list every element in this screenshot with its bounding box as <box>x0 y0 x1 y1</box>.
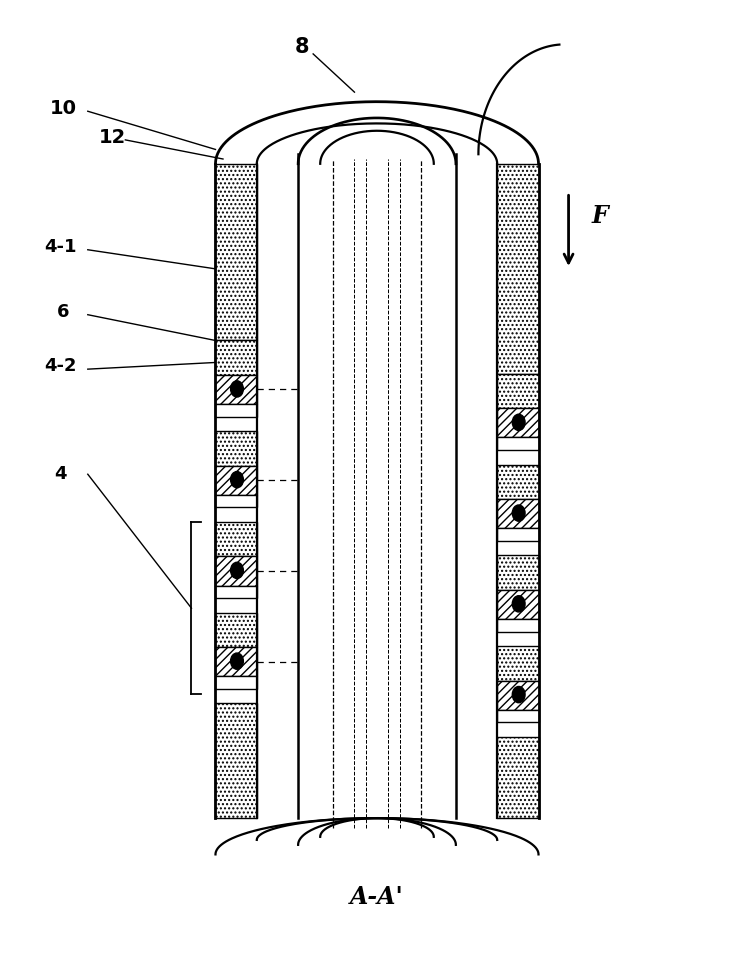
Bar <box>497 465 538 499</box>
Circle shape <box>512 596 525 612</box>
Bar <box>497 556 538 590</box>
Bar <box>497 710 538 722</box>
Bar <box>216 613 257 648</box>
Bar <box>216 466 257 494</box>
Bar <box>497 737 538 818</box>
Circle shape <box>231 653 244 670</box>
Bar <box>497 374 538 408</box>
Text: A-A': A-A' <box>350 885 404 909</box>
Circle shape <box>231 380 244 397</box>
Bar <box>216 585 257 598</box>
Bar <box>497 590 538 619</box>
Bar <box>216 522 257 557</box>
Bar <box>216 340 257 375</box>
Text: F: F <box>591 204 608 228</box>
Bar <box>216 648 257 676</box>
Bar <box>497 438 538 450</box>
Text: 6: 6 <box>57 303 69 321</box>
Bar <box>497 164 538 374</box>
Bar <box>216 404 257 417</box>
Circle shape <box>231 562 244 579</box>
Bar <box>216 164 257 340</box>
Bar <box>216 703 257 818</box>
Circle shape <box>231 471 244 488</box>
Text: 4-2: 4-2 <box>44 357 76 376</box>
Bar <box>216 431 257 466</box>
Bar <box>216 494 257 508</box>
Bar <box>497 528 538 541</box>
Bar <box>497 646 538 680</box>
Bar <box>216 676 257 689</box>
Text: 4-1: 4-1 <box>44 238 76 256</box>
Text: 12: 12 <box>99 127 126 147</box>
Circle shape <box>512 505 525 521</box>
Bar <box>216 375 257 404</box>
Text: 4: 4 <box>54 466 66 483</box>
Bar <box>216 557 257 585</box>
Circle shape <box>512 414 525 430</box>
Text: 10: 10 <box>50 99 76 118</box>
Text: 8: 8 <box>295 37 309 57</box>
Circle shape <box>512 687 525 703</box>
Bar <box>497 619 538 631</box>
Bar <box>497 499 538 528</box>
Bar <box>497 680 538 710</box>
Bar <box>497 408 538 438</box>
